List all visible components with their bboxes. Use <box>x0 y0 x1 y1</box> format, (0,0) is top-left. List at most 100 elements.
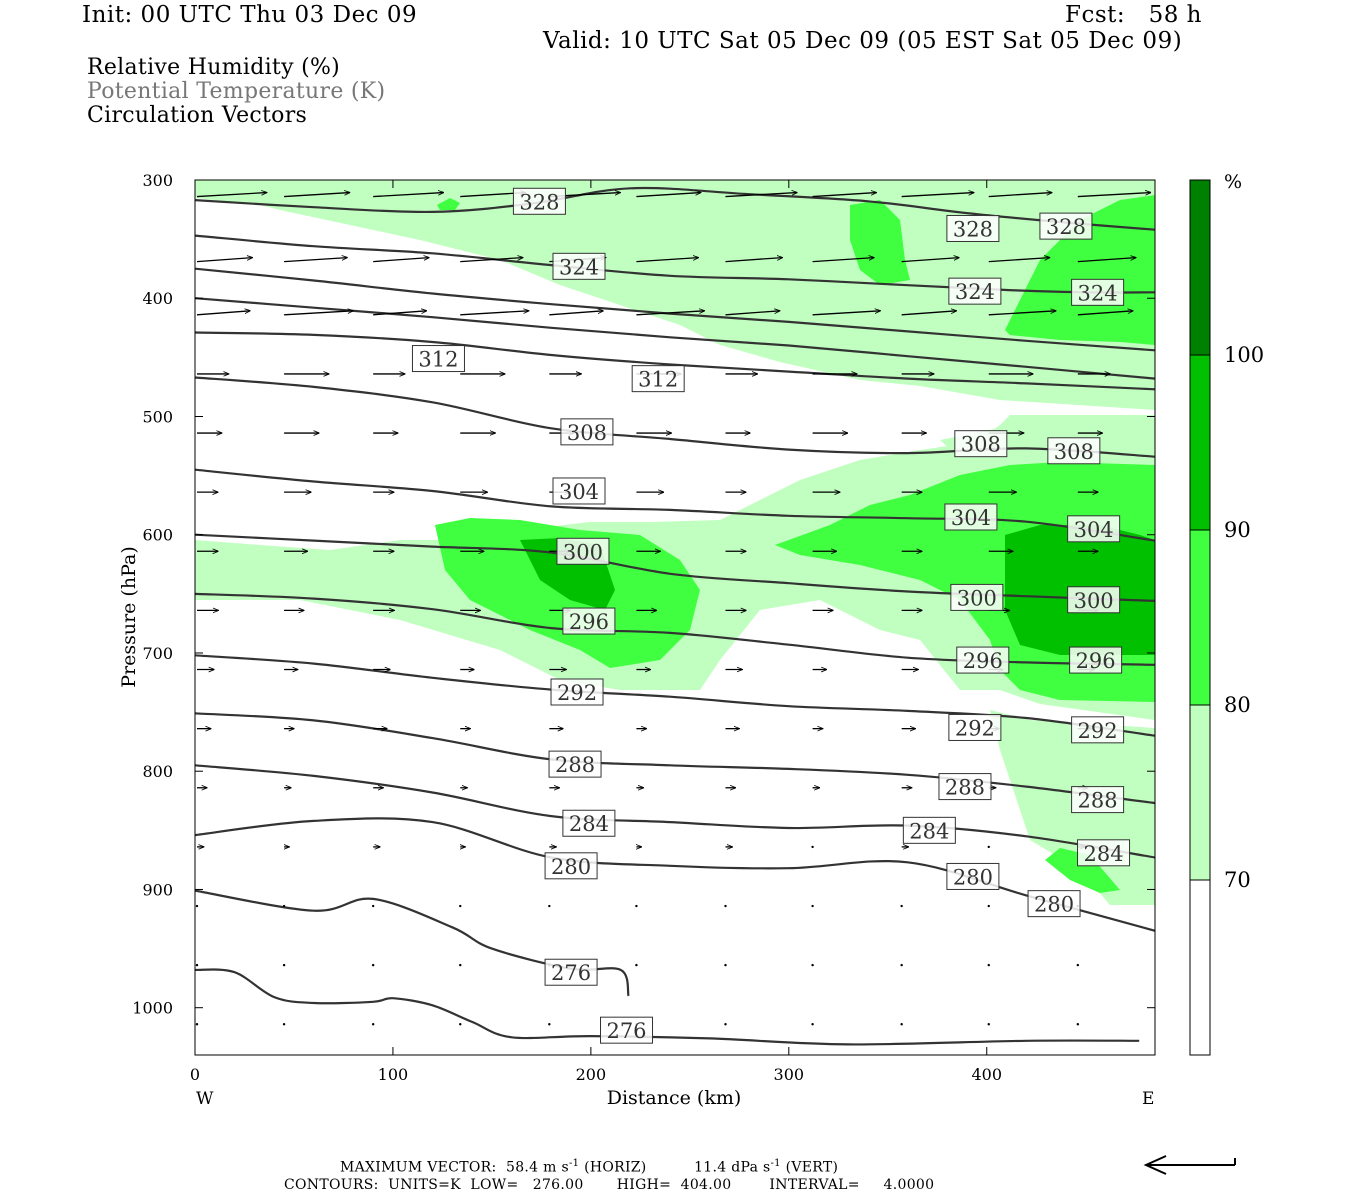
contour-label-box <box>562 809 616 837</box>
theta-contour-304 <box>195 468 1155 542</box>
vector-dot <box>635 904 638 908</box>
contour-label-box <box>1071 716 1125 744</box>
circulation-vector <box>196 193 267 198</box>
vector-dot <box>371 1023 375 1026</box>
contour-label-324: 324 <box>1078 281 1118 305</box>
vector-dot <box>811 1023 814 1026</box>
vector-dot <box>900 904 903 908</box>
theta-contour-288 <box>195 712 1155 805</box>
max-vert-exp: -1 <box>770 1158 781 1169</box>
contour-label-box <box>1067 515 1121 543</box>
vector-dot <box>635 963 638 967</box>
valid-time: Valid: 10 UTC Sat 05 Dec 09 (05 EST Sat … <box>543 28 1183 54</box>
colorbar-label-80: 80 <box>1224 693 1251 717</box>
contour-label-292: 292 <box>1078 719 1118 743</box>
circulation-vector <box>636 193 700 198</box>
circulation-vector <box>636 311 704 316</box>
contour-label-300: 300 <box>1074 589 1114 613</box>
x-axis-title: Distance (km) <box>607 1087 742 1109</box>
vector-dot <box>724 1023 727 1026</box>
contour-label-288: 288 <box>555 753 595 777</box>
max-vert-value: 11.4 <box>694 1159 727 1176</box>
y-tick-label: 300 <box>142 171 173 190</box>
contour-label-324: 324 <box>559 255 599 279</box>
maximum-vector-line: MAXIMUM VECTOR: 58.4 m s-1 (HORIZ) 11.4 … <box>340 1158 838 1176</box>
contour-label-300: 300 <box>957 586 997 610</box>
circulation-vector <box>460 258 523 263</box>
contour-label-box <box>1077 839 1131 867</box>
circulation-vector <box>549 311 603 316</box>
vector-dot <box>1076 963 1080 967</box>
reference-vector-arrow <box>1143 1155 1236 1175</box>
circulation-vector <box>196 311 250 316</box>
circulation-vector <box>373 258 429 263</box>
contour-label-box <box>946 214 1000 242</box>
contour-label-296: 296 <box>1076 649 1116 673</box>
theta-contour-labels: 328 328 328 324 324 324 312 312 308 308 308 304 304 3… <box>411 187 1131 1044</box>
max-vert-unit: dPa s <box>731 1159 771 1176</box>
contour-label-312: 312 <box>418 348 458 372</box>
x-end-label-west: W <box>196 1089 214 1109</box>
contour-label-box <box>950 583 1004 611</box>
contour-label-box <box>552 477 606 505</box>
circulation-vector <box>636 258 698 263</box>
circulation-vector <box>373 311 426 316</box>
y-tick-label: 500 <box>142 407 173 426</box>
contour-label-box <box>550 678 604 706</box>
vector-dot <box>282 904 286 908</box>
contour-label-box <box>1027 890 1081 918</box>
circulation-vector <box>373 193 443 198</box>
contour-label-276: 276 <box>551 961 591 985</box>
vector-dot <box>1076 1023 1080 1026</box>
vector-dot <box>548 1023 551 1026</box>
colorbar-label-100: 100 <box>1224 343 1264 367</box>
contour-label-box <box>956 646 1010 674</box>
vector-dot <box>195 963 199 967</box>
colorbar: % 100 90 80 70 <box>1189 171 1264 1056</box>
contour-label-box <box>948 713 1002 741</box>
forecast-hour: Fcst: 58 h <box>1065 2 1202 28</box>
vector-dot <box>811 904 814 908</box>
colorbar-70 <box>1190 705 1210 880</box>
max-horiz-exp: -1 <box>568 1158 580 1169</box>
y-tick-label: 400 <box>142 289 173 308</box>
contour-label-304: 304 <box>1074 518 1114 542</box>
circulation-vector <box>1077 193 1151 198</box>
contour-label-box <box>948 277 1002 305</box>
y-tick-label: 700 <box>142 644 173 663</box>
circulation-vector <box>812 258 874 263</box>
circulation-vector <box>812 193 877 198</box>
vector-dot <box>459 963 462 967</box>
circulation-vector <box>988 258 1050 263</box>
vector-dot <box>987 904 990 908</box>
circulation-vector <box>901 193 974 198</box>
theta-contour-312 <box>195 331 1155 391</box>
x-tick-label: 400 <box>971 1065 1002 1084</box>
contour-label-328: 328 <box>953 217 993 241</box>
vector-dot <box>987 845 990 849</box>
contour-label-308: 308 <box>567 421 607 445</box>
vector-dot <box>724 963 727 967</box>
circulation-vector <box>812 311 881 316</box>
x-tick-label: 300 <box>774 1065 805 1084</box>
vector-dot <box>548 904 551 908</box>
vector-dot <box>282 1023 286 1026</box>
contour-label-box <box>631 365 685 393</box>
contour-label-box <box>946 862 1000 890</box>
colorbar-unit: % <box>1224 171 1242 193</box>
contour-label-276: 276 <box>606 1019 646 1043</box>
theta-contour-328 <box>195 186 1155 231</box>
contour-label-box <box>902 816 956 844</box>
circulation-vector <box>725 311 779 316</box>
max-vector-prefix: MAXIMUM VECTOR: <box>340 1159 497 1176</box>
contour-label-280: 280 <box>551 855 591 879</box>
vector-dot <box>811 963 814 967</box>
contour-label-box <box>1069 646 1123 674</box>
vector-dot <box>987 1023 990 1026</box>
contour-label-box <box>512 187 566 215</box>
theta-contour-276 <box>195 889 630 997</box>
max-horiz-unit: m s <box>543 1159 569 1176</box>
contour-label-308: 308 <box>1054 440 1094 464</box>
circulation-vector <box>725 258 782 263</box>
